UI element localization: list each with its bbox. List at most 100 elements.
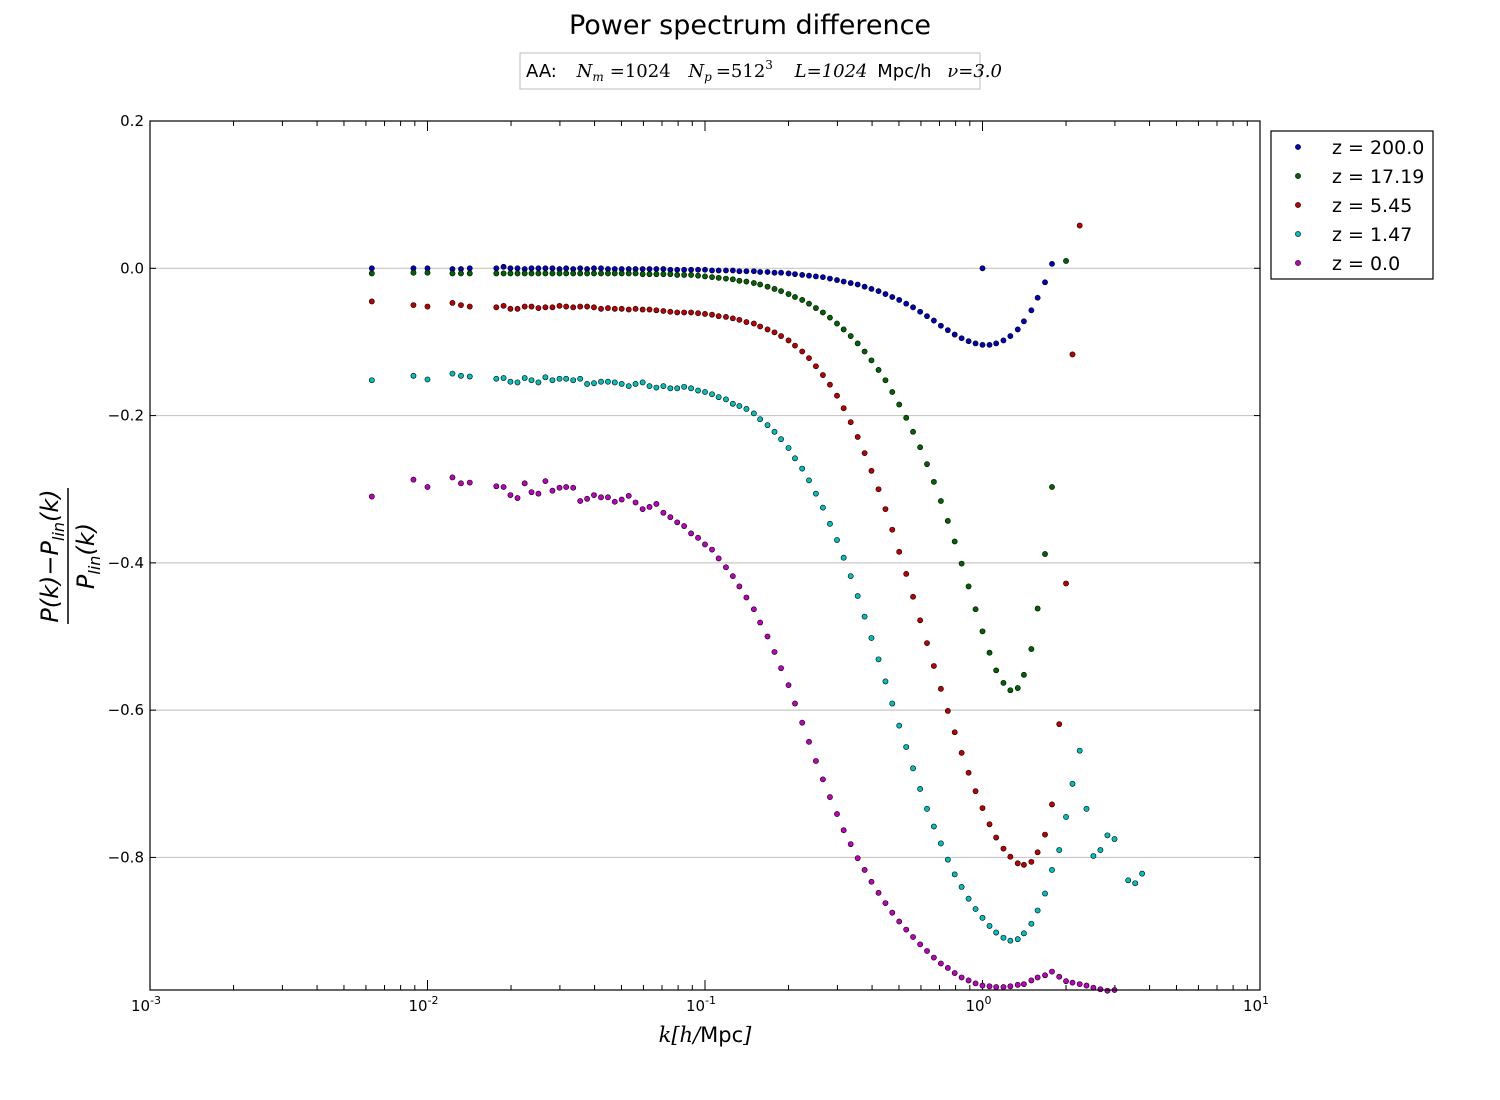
data-point — [584, 381, 591, 387]
data-point — [840, 278, 847, 285]
data-point — [1042, 972, 1048, 979]
data-point — [882, 900, 889, 906]
data-point — [556, 270, 563, 277]
data-point — [1014, 685, 1021, 691]
data-point — [1056, 847, 1063, 853]
data-point — [591, 270, 597, 277]
data-point — [785, 682, 792, 689]
x-tick-label: 101 — [1243, 994, 1269, 1015]
data-point — [535, 379, 542, 386]
data-point — [785, 291, 792, 297]
data-point — [986, 983, 993, 990]
data-point — [1007, 333, 1014, 339]
data-point — [1049, 484, 1055, 490]
data-point — [736, 268, 743, 275]
data-point — [847, 841, 854, 848]
data-point — [549, 487, 556, 494]
data-point — [556, 302, 563, 309]
data-point — [625, 492, 632, 499]
data-point — [1139, 870, 1146, 877]
data-point — [854, 434, 861, 440]
data-point — [979, 805, 986, 811]
subtitle-box: AA: Nm =1024 Np =5123 L=1024 Mpc/h ν=3.0 — [519, 52, 1002, 90]
data-point — [1034, 849, 1041, 856]
data-point — [743, 278, 750, 285]
data-point — [646, 271, 653, 278]
data-point — [449, 270, 456, 277]
data-point — [466, 265, 473, 272]
data-point — [820, 776, 826, 783]
y-denominator-sub: lin — [85, 556, 104, 575]
data-point — [937, 685, 944, 692]
legend-label: z = 5.45 — [1332, 195, 1412, 217]
data-point — [979, 265, 986, 272]
data-point — [584, 270, 591, 277]
data-point — [861, 613, 868, 620]
data-point — [896, 297, 903, 303]
data-point — [951, 538, 958, 545]
data-point — [1021, 671, 1027, 678]
data-point — [549, 270, 556, 277]
data-point — [854, 340, 861, 347]
data-point — [820, 372, 826, 378]
data-point — [521, 270, 528, 277]
data-point — [660, 266, 667, 272]
data-point — [764, 633, 771, 640]
data-point — [868, 286, 875, 292]
data-point — [1049, 867, 1055, 873]
data-point — [930, 954, 937, 961]
data-point — [924, 948, 930, 954]
data-point — [930, 317, 937, 324]
subtitle-nm-sub: m — [592, 70, 603, 84]
data-point — [605, 494, 611, 501]
data-point — [965, 895, 972, 902]
data-point — [667, 271, 674, 278]
data-point — [910, 304, 916, 311]
data-point — [715, 274, 722, 281]
x-axis-label-unit: Mpc — [700, 1023, 743, 1047]
data-point — [653, 271, 660, 278]
data-point — [757, 269, 764, 275]
data-point — [1069, 780, 1076, 787]
data-point — [889, 700, 896, 707]
data-point — [632, 305, 639, 312]
data-point — [903, 300, 910, 307]
data-point — [681, 523, 688, 529]
data-point — [563, 375, 570, 382]
data-point — [688, 272, 694, 278]
data-point — [785, 337, 792, 344]
data-point — [799, 297, 806, 303]
y-axis-label-numerator: P(k)−Plin(k) — [36, 489, 68, 622]
data-point — [799, 719, 806, 726]
data-point — [1049, 260, 1055, 267]
data-point — [449, 474, 456, 481]
data-point — [917, 444, 924, 451]
subtitle-l-value: L=1024 — [794, 61, 868, 82]
data-point — [1049, 968, 1055, 975]
data-point — [514, 265, 521, 272]
data-point — [723, 313, 729, 320]
data-point — [1104, 987, 1111, 994]
data-point — [917, 786, 924, 792]
data-point — [653, 266, 660, 272]
data-point — [764, 326, 771, 333]
subtitle-frame — [519, 52, 981, 90]
data-point — [750, 606, 757, 613]
data-point — [743, 268, 750, 275]
data-point — [535, 270, 542, 277]
data-point — [702, 266, 708, 273]
data-point — [757, 619, 764, 626]
data-point — [1042, 551, 1048, 557]
y-tick-label: −0.4 — [108, 554, 144, 572]
data-point — [625, 270, 632, 277]
data-point — [882, 291, 889, 297]
x-tick-label: 10-3 — [131, 994, 161, 1015]
data-point — [514, 379, 521, 386]
data-point — [493, 265, 500, 272]
y-tick-label: −0.2 — [108, 407, 144, 425]
series-2 — [368, 222, 1083, 868]
gridlines — [150, 267, 1260, 859]
data-point — [500, 375, 507, 381]
data-point — [944, 707, 951, 714]
x-tick-label: 10-1 — [686, 994, 716, 1015]
